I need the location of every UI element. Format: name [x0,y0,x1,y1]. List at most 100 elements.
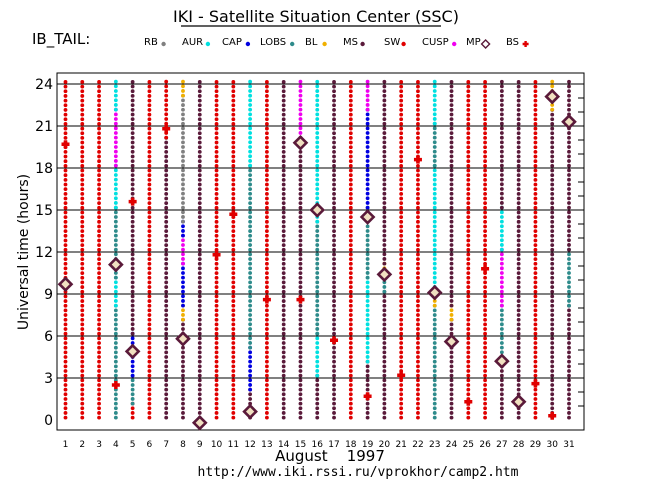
data-point [281,238,286,243]
data-point [97,233,101,238]
data-point [181,387,185,392]
data-point [483,411,487,415]
data-point [416,145,420,150]
data-point [416,280,420,285]
data-point [399,303,404,308]
data-point [348,369,353,373]
data-point [197,411,202,415]
data-point [181,201,185,205]
data-point [281,285,286,289]
data-point [113,98,118,103]
data-point [298,182,303,187]
data-point [332,331,336,336]
data-point [567,406,571,411]
data-point [567,131,571,135]
data-point [63,182,68,187]
data-point [332,397,336,401]
data-point [281,387,286,392]
data-point [80,94,85,98]
data-point [164,121,169,126]
data-point [533,392,538,397]
data-point [147,308,152,313]
data-point [550,387,555,392]
data-point [248,79,253,84]
data-point [332,80,336,84]
data-point [483,163,487,168]
data-point [113,93,118,98]
data-point [399,238,404,243]
data-point [348,331,353,336]
data-point [265,103,269,108]
data-point [399,336,404,341]
data-point [113,229,118,233]
data-point [231,84,236,89]
data-point [466,112,471,117]
data-point [231,108,236,112]
data-point [164,383,169,387]
y-tick-label: 0 [44,413,53,429]
data-point [550,317,555,322]
data-point [197,280,202,285]
data-point [466,266,471,271]
data-point [516,359,521,364]
data-point [449,126,454,131]
data-point [265,122,269,126]
x-tick-label: 8 [180,440,186,450]
data-point [231,327,236,331]
data-point [130,79,135,84]
data-point [214,196,219,201]
data-point [147,191,152,196]
data-point [315,336,320,341]
mp-marker [124,343,141,360]
data-point [164,187,169,192]
data-point [382,373,387,378]
data-point [348,378,353,383]
data-point [382,294,387,299]
data-point [63,238,68,243]
data-point [466,285,471,289]
data-point [265,80,269,84]
data-point [63,126,68,131]
data-point [63,168,68,173]
data-point [315,107,320,112]
data-point [365,289,370,294]
data-point [516,387,521,392]
data-point [466,275,471,280]
data-point [466,94,471,98]
data-point [315,103,320,107]
data-point [466,154,471,159]
data-point [382,107,387,112]
x-tick-label: 23 [429,440,440,450]
data-point [113,121,118,126]
data-point [130,173,135,178]
data-point [466,257,471,262]
data-point [248,266,253,271]
data-point [399,247,404,252]
data-point [97,257,101,262]
data-point [214,415,219,420]
data-point [399,364,404,369]
data-point [533,289,538,294]
data-point [466,80,471,84]
day-column [248,79,253,420]
data-point [432,131,437,135]
data-point [231,331,236,336]
data-point [265,98,269,103]
data-point [63,201,68,206]
data-point [399,182,404,187]
data-point [567,350,571,355]
data-point [449,168,454,173]
data-point [63,252,68,257]
data-point [315,406,320,411]
data-point [449,383,454,387]
data-point [298,387,303,392]
data-point [567,303,571,308]
data-point [80,108,85,112]
data-point [265,201,269,206]
data-point [315,331,320,336]
data-point [281,126,286,131]
data-point [567,364,571,369]
data-point [248,252,253,257]
data-point [399,406,404,411]
data-point [449,201,454,205]
